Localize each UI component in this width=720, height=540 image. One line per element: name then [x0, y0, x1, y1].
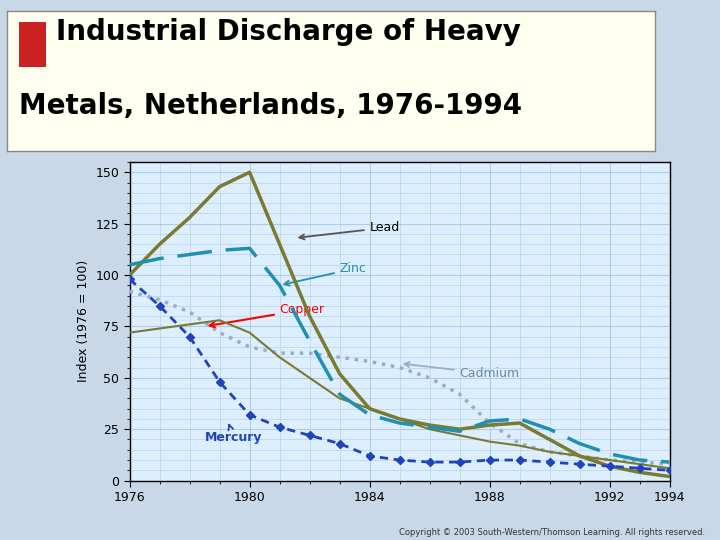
Text: Cadmium: Cadmium — [405, 362, 520, 380]
Text: Mercury: Mercury — [204, 425, 262, 444]
Y-axis label: Index (1976 = 100): Index (1976 = 100) — [77, 260, 90, 382]
Text: Copyright © 2003 South-Western/Thomson Learning. All rights reserved.: Copyright © 2003 South-Western/Thomson L… — [400, 528, 706, 537]
Text: Copper: Copper — [210, 303, 325, 327]
Text: Metals, Netherlands, 1976-1994: Metals, Netherlands, 1976-1994 — [19, 92, 522, 120]
Bar — [19, 22, 46, 67]
Text: Industrial Discharge of Heavy: Industrial Discharge of Heavy — [56, 18, 521, 46]
Text: Lead: Lead — [300, 221, 400, 239]
Text: Zinc: Zinc — [284, 262, 366, 286]
